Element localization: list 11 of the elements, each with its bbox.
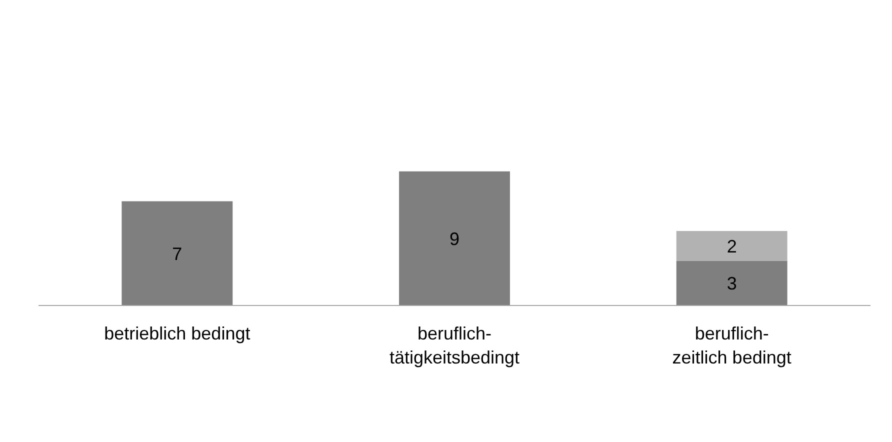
data-label: 3 xyxy=(726,274,737,294)
x-tick-label: beruflich- zeitlich bedingt xyxy=(672,324,792,368)
bar xyxy=(676,260,788,306)
bar xyxy=(399,171,510,306)
bar xyxy=(122,201,233,306)
bar xyxy=(676,231,788,261)
data-label: 9 xyxy=(449,228,460,249)
x-tick-label: betrieblich bedingt xyxy=(104,324,250,344)
data-label: 2 xyxy=(726,236,737,256)
data-label: 7 xyxy=(172,244,182,264)
x-tick-label: beruflich- tätigkeitsbedingt xyxy=(389,324,520,368)
